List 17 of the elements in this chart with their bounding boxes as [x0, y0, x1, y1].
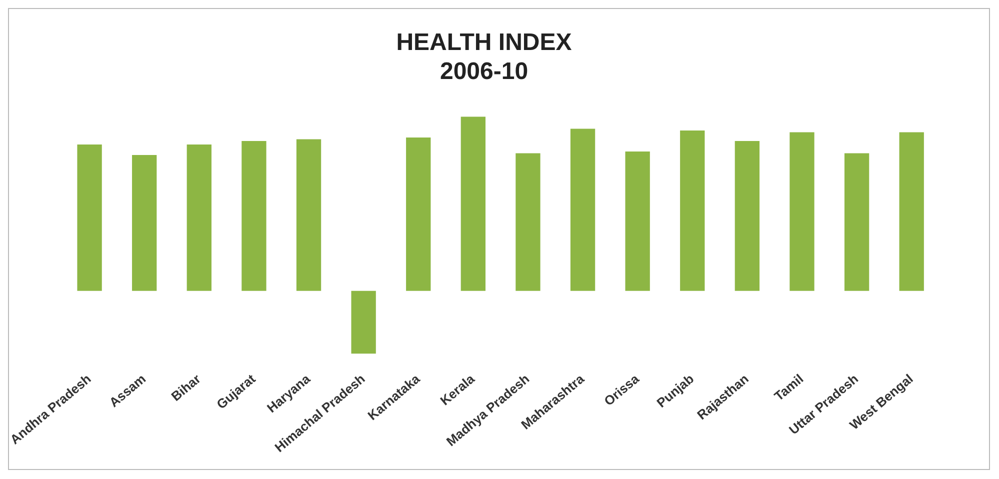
bar: [186, 144, 212, 291]
bar: [77, 144, 102, 291]
bar: [734, 141, 760, 291]
bar: [242, 141, 266, 291]
bar: [625, 151, 650, 291]
chart-title: HEALTH INDEX 2006-10: [396, 29, 572, 85]
bar: [406, 138, 431, 291]
bar: [844, 153, 870, 291]
bar: [570, 128, 596, 291]
bar: [132, 154, 157, 291]
bar: [899, 132, 924, 291]
bar: [460, 116, 486, 291]
bar: [680, 130, 705, 291]
bar: [296, 139, 322, 291]
bar: [790, 132, 814, 291]
bar: [516, 153, 540, 291]
bar: [351, 290, 376, 354]
